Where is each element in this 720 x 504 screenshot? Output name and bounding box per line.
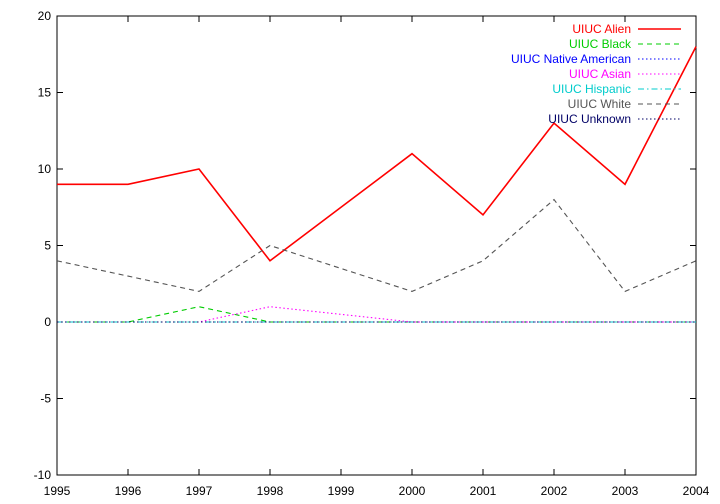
x-tick-label: 1995 bbox=[44, 484, 71, 498]
y-tick-label: 5 bbox=[44, 239, 51, 253]
series-line-1 bbox=[57, 46, 697, 262]
series-line-4 bbox=[57, 306, 696, 323]
legend-label: UIUC White bbox=[568, 97, 632, 111]
legend-label: UIUC Hispanic bbox=[552, 82, 631, 96]
legend-label: UIUC Unknown bbox=[548, 112, 631, 126]
x-tick-label: 2001 bbox=[470, 484, 497, 498]
x-tick-label: 1997 bbox=[186, 484, 213, 498]
series-lines bbox=[56, 46, 697, 323]
x-tick-label: 1999 bbox=[328, 484, 355, 498]
y-tick-label: 10 bbox=[38, 162, 52, 176]
axis-ticks: 1995 1996 1997 1998 1999 2000 2001 2002 2003 2004… bbox=[34, 9, 710, 498]
x-tick-label: 1996 bbox=[115, 484, 142, 498]
y-tick-label: 15 bbox=[38, 86, 52, 100]
series-line-2 bbox=[57, 306, 696, 323]
legend-label: UIUC Black bbox=[569, 37, 632, 51]
y-tick-label: -10 bbox=[34, 468, 52, 482]
x-tick-label: 2002 bbox=[541, 484, 568, 498]
x-tick-label: 2000 bbox=[399, 484, 426, 498]
y-tick-label: -5 bbox=[40, 392, 51, 406]
x-tick-label: 2003 bbox=[612, 484, 639, 498]
series-line-6 bbox=[56, 198, 697, 293]
y-tick-label: 0 bbox=[44, 315, 51, 329]
legend-label: UIUC Asian bbox=[569, 67, 631, 81]
legend-label: UIUC Native American bbox=[511, 52, 631, 66]
x-tick-label: 1998 bbox=[257, 484, 284, 498]
legend-label: UIUC Alien bbox=[572, 22, 631, 36]
x-tick-label: 2004 bbox=[683, 484, 710, 498]
y-tick-label: 20 bbox=[38, 9, 52, 23]
